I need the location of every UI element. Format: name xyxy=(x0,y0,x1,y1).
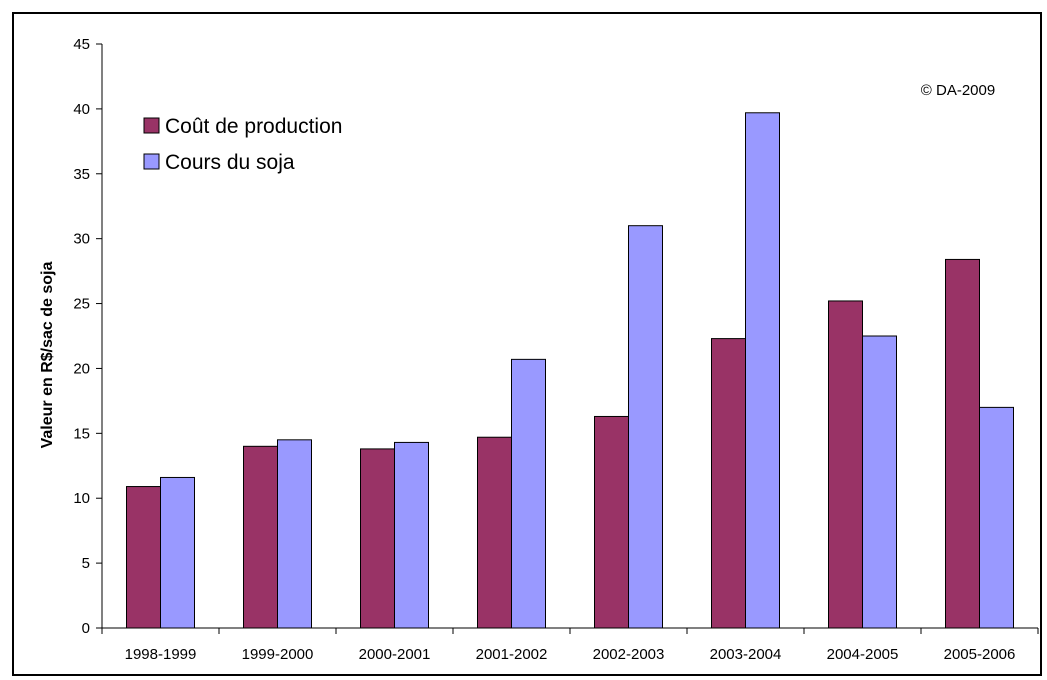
y-tick-label: 15 xyxy=(73,425,90,442)
x-tick-label: 2005-2006 xyxy=(944,646,1016,663)
legend: Coût de production Cours du soja xyxy=(143,115,342,174)
copyright-annotation: © DA-2009 xyxy=(921,82,995,99)
bar-cout-production-2005-2006 xyxy=(945,258,980,629)
x-tick-label: 2000-2001 xyxy=(359,646,431,663)
bar-cours-soja-2004-2005 xyxy=(862,335,897,629)
bar-cours-soja-1998-1999 xyxy=(160,476,195,629)
legend-label: Coût de production xyxy=(165,115,342,138)
bar-cours-soja-2002-2003 xyxy=(628,225,663,629)
legend-swatch xyxy=(143,153,160,170)
bar-cours-soja-2001-2002 xyxy=(511,358,546,629)
y-tick-label: 10 xyxy=(73,490,90,507)
x-tick-label: 2003-2004 xyxy=(710,646,782,663)
bar-cours-soja-2003-2004 xyxy=(745,112,780,629)
y-tick-label: 30 xyxy=(73,231,90,248)
y-tick-label: 40 xyxy=(73,101,90,118)
y-tick-label: 45 xyxy=(73,36,90,53)
y-tick-label: 35 xyxy=(73,166,90,183)
y-tick-label: 5 xyxy=(82,555,90,572)
x-tick-label: 1999-2000 xyxy=(242,646,314,663)
legend-label: Cours du soja xyxy=(165,151,295,174)
bar-cout-production-2002-2003 xyxy=(594,415,629,629)
bar-cours-soja-2000-2001 xyxy=(394,441,429,629)
bar-cout-production-1998-1999 xyxy=(126,486,161,629)
bar-cout-production-2000-2001 xyxy=(360,448,395,629)
bars xyxy=(126,112,1014,629)
y-tick-label: 0 xyxy=(82,620,90,637)
x-tick-label: 2001-2002 xyxy=(476,646,548,663)
legend-swatch xyxy=(143,117,160,134)
bar-cours-soja-1999-2000 xyxy=(277,439,312,629)
bar-cout-production-1999-2000 xyxy=(243,445,278,629)
y-tick-label: 25 xyxy=(73,296,90,313)
y-tick-label: 20 xyxy=(73,360,90,377)
x-tick-label: 2002-2003 xyxy=(593,646,665,663)
bar-cout-production-2004-2005 xyxy=(828,300,863,629)
x-tick-label: 1998-1999 xyxy=(125,646,197,663)
bar-cout-production-2003-2004 xyxy=(711,338,746,629)
y-axis-label: Valeur en R$/sac de soja xyxy=(39,262,56,449)
bar-cout-production-2001-2002 xyxy=(477,436,512,629)
bar-cours-soja-2005-2006 xyxy=(979,406,1014,629)
x-tick-label: 2004-2005 xyxy=(827,646,899,663)
